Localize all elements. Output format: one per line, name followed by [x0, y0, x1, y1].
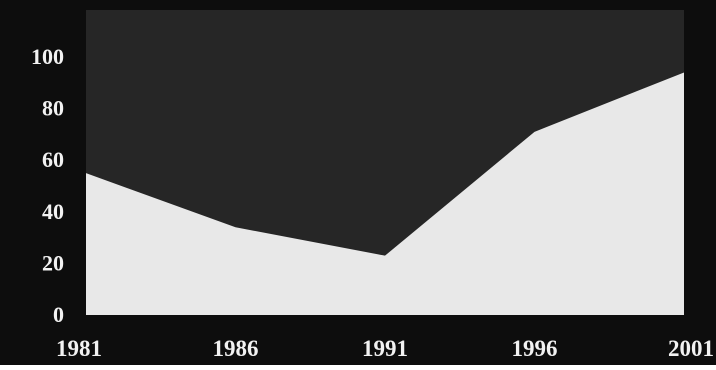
- y-tick-label: 0: [53, 302, 64, 327]
- y-tick-label: 80: [42, 96, 64, 121]
- y-tick-label: 20: [42, 250, 64, 275]
- x-tick-label: 1996: [512, 336, 558, 361]
- y-tick-label: 60: [42, 147, 64, 172]
- y-tick-label: 40: [42, 199, 64, 224]
- x-tick-label: 2001: [668, 336, 714, 361]
- x-tick-label: 1991: [362, 336, 408, 361]
- y-tick-label: 100: [31, 44, 64, 69]
- x-tick-label: 1981: [56, 336, 102, 361]
- x-tick-label: 1986: [213, 336, 259, 361]
